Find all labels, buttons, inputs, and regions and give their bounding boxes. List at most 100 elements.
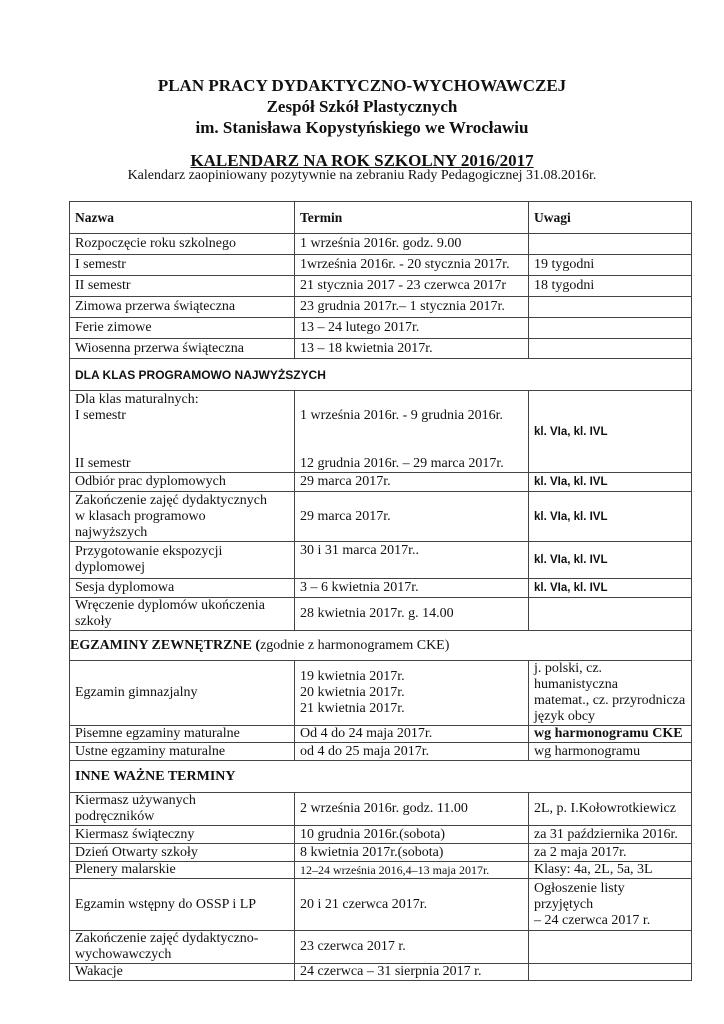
cell-term: 10 grudnia 2016r.(sobota) xyxy=(294,825,529,844)
cell-term: 29 marca 2017r. xyxy=(294,472,529,492)
section-row: EGZAMINY ZEWNĘTRZNE (zgodnie z harmonogr… xyxy=(69,630,692,661)
table-row: Kiermasz świąteczny 10 grudnia 2016r.(sob… xyxy=(69,825,692,844)
cell-notes: j. polski, cz. humanistyczna matemat., c… xyxy=(528,660,692,726)
cell-term: 1września 2016r. - 20 stycznia 2017r. xyxy=(294,254,529,276)
cell-name: Egzamin gimnazjalny xyxy=(69,660,295,726)
cell-term: 1 września 2016r. godz. 9.00 xyxy=(294,233,529,255)
column-header-name: Nazwa xyxy=(69,201,295,234)
section-heading: EGZAMINY ZEWNĘTRZNE (zgodnie z harmonogr… xyxy=(69,630,692,661)
section-heading: DLA KLAS PROGRAMOWO NAJWYŻSZYCH xyxy=(69,358,692,391)
cell-term: 3 – 6 kwietnia 2017r. xyxy=(294,578,529,598)
section-title: EGZAMINY ZEWNĘTRZNE ( xyxy=(70,637,261,653)
cell-notes: Klasy: 4a, 2L, 5a, 3L xyxy=(528,861,692,879)
table-row: Wręczenie dyplomów ukończenia szkoły 28 k… xyxy=(69,597,692,631)
calendar-subtitle: Kalendarz zaopiniowany pozytywnie na zeb… xyxy=(127,168,597,183)
cell-term: 12–24 września 2016,4–13 maja 2017r. xyxy=(294,861,529,879)
section-note: zgodnie z harmonogramem CKE) xyxy=(260,637,450,653)
cell-notes: kl. VIa, kl. IVL xyxy=(528,472,692,492)
table-row: Odbiór prac dyplomowych 29 marca 2017r. kl… xyxy=(69,472,692,492)
table-row: Wiosenna przerwa świąteczna 13 – 18 kwie… xyxy=(69,338,692,359)
table-row: Ferie zimowe 13 – 24 lutego 2017r. xyxy=(69,317,692,339)
section-heading: INNE WAŻNE TERMINY xyxy=(69,760,692,793)
table-row: Dzień Otwarty szkoły 8 kwietnia 2017r.(so… xyxy=(69,843,692,862)
cell-name: II semestr xyxy=(69,275,295,297)
cell-notes: Ogłoszenie listy przyjętych – 24 czerwca… xyxy=(528,878,692,931)
cell-name: Pisemne egzaminy maturalne xyxy=(69,725,295,743)
cell-term: Od 4 do 24 maja 2017r. xyxy=(294,725,529,743)
cell-notes xyxy=(528,317,692,339)
table-row: Plenery malarskie 12–24 września 2016,4–1… xyxy=(69,861,692,879)
cell-name: Kiermasz świąteczny xyxy=(69,825,295,844)
cell-notes: 19 tygodni xyxy=(528,254,692,276)
cell-notes: kl. VIa, kl. IVL xyxy=(528,390,692,473)
cell-name: Zakończenie zajęć dydaktyczno- wychowawc… xyxy=(69,930,295,964)
table-row: Rozpoczęcie roku szkolnego 1 września 201… xyxy=(69,233,692,255)
cell-name: Wiosenna przerwa świąteczna xyxy=(69,338,295,359)
table-row: Pisemne egzaminy maturalne Od 4 do 24 maj… xyxy=(69,725,692,743)
calendar-table: Nazwa Termin Uwagi Rozpoczęcie roku szko… xyxy=(69,201,692,981)
cell-term: 23 grudnia 2017r.– 1 stycznia 2017r. xyxy=(294,296,529,318)
cell-term: 8 kwietnia 2017r.(sobota) xyxy=(294,843,529,862)
cell-term: 28 kwietnia 2017r. g. 14.00 xyxy=(294,597,529,631)
table-row: II semestr 21 stycznia 2017 - 23 czerwca … xyxy=(69,275,692,297)
cell-notes: 2L, p. I.Kołowrotkiewicz xyxy=(528,792,692,826)
cell-term: 23 czerwca 2017 r. xyxy=(294,930,529,964)
cell-name: Plenery malarskie xyxy=(69,861,295,879)
table-row: Wakacje 24 czerwca – 31 sierpnia 2017 r. xyxy=(69,963,692,981)
table-row: Zakończenie zajęć dydaktycznych w klasac… xyxy=(69,491,692,542)
cell-notes xyxy=(528,963,692,981)
cell-notes: kl. VIa, kl. IVL xyxy=(528,491,692,542)
calendar-title: KALENDARZ NA ROK SZKOLNY 2016/2017 xyxy=(190,151,534,170)
cell-term: 20 i 21 czerwca 2017r. xyxy=(294,878,529,931)
cell-term: 24 czerwca – 31 sierpnia 2017 r. xyxy=(294,963,529,981)
cell-name: Wakacje xyxy=(69,963,295,981)
cell-name: Zakończenie zajęć dydaktycznych w klasac… xyxy=(69,491,295,542)
cell-name: Sesja dyplomowa xyxy=(69,578,295,598)
cell-name: I semestr xyxy=(69,254,295,276)
cell-notes: wg harmonogramu xyxy=(528,742,692,761)
cell-notes xyxy=(528,296,692,318)
document-title: PLAN PRACY DYDAKTYCZNO-WYCHOWAWCZEJ xyxy=(157,76,567,95)
cell-term: 19 kwietnia 2017r. 20 kwietnia 2017r. 21… xyxy=(294,660,529,726)
column-header-term: Termin xyxy=(294,201,529,234)
cell-term: od 4 do 25 maja 2017r. xyxy=(294,742,529,761)
table-row: I semestr 1września 2016r. - 20 stycznia … xyxy=(69,254,692,276)
cell-notes xyxy=(528,930,692,964)
cell-name: Rozpoczęcie roku szkolnego xyxy=(69,233,295,255)
cell-term: 13 – 24 lutego 2017r. xyxy=(294,317,529,339)
cell-notes: kl. VIa, kl. IVL xyxy=(528,578,692,598)
section-row: INNE WAŻNE TERMINY xyxy=(69,760,692,793)
table-row: Zakończenie zajęć dydaktyczno- wychowawc… xyxy=(69,930,692,964)
cell-term: 29 marca 2017r. xyxy=(294,491,529,542)
section-row: DLA KLAS PROGRAMOWO NAJWYŻSZYCH xyxy=(69,358,692,391)
section-title: INNE WAŻNE TERMINY xyxy=(75,768,236,784)
cell-term: 2 września 2016r. godz. 11.00 xyxy=(294,792,529,826)
table-row: Ustne egzaminy maturalne od 4 do 25 maja … xyxy=(69,742,692,761)
school-patron: im. Stanisława Kopystyńskiego we Wrocław… xyxy=(195,118,529,137)
cell-notes: wg harmonogramu CKE xyxy=(528,725,692,743)
cell-name: Odbiór prac dyplomowych xyxy=(69,472,295,492)
table-row: Przygotowanie ekspozycji dyplomowej 30 i … xyxy=(69,541,692,579)
cell-name: Ustne egzaminy maturalne xyxy=(69,742,295,761)
column-header-notes: Uwagi xyxy=(528,201,692,234)
section-title: DLA KLAS PROGRAMOWO NAJWYŻSZYCH xyxy=(75,367,326,382)
table-row: Zimowa przerwa świąteczna 23 grudnia 2017… xyxy=(69,296,692,318)
cell-name: Dla klas maturalnych: I semestr II semes… xyxy=(69,390,295,473)
table-header-row: Nazwa Termin Uwagi xyxy=(69,201,692,234)
table-row: Dla klas maturalnych: I semestr II semes… xyxy=(69,390,692,473)
cell-notes xyxy=(528,597,692,631)
cell-name: Kiermasz używanych podręczników xyxy=(69,792,295,826)
cell-notes xyxy=(528,233,692,255)
cell-term: 30 i 31 marca 2017r.. xyxy=(294,541,529,579)
cell-notes: za 31 października 2016r. xyxy=(528,825,692,844)
cell-name: Dzień Otwarty szkoły xyxy=(69,843,295,862)
cell-notes xyxy=(528,338,692,359)
school-name: Zespół Szkół Plastycznych xyxy=(266,97,458,116)
cell-term: 13 – 18 kwietnia 2017r. xyxy=(294,338,529,359)
cell-notes: kl. VIa, kl. IVL xyxy=(528,541,692,579)
cell-notes: za 2 maja 2017r. xyxy=(528,843,692,862)
table-row: Egzamin wstępny do OSSP i LP 20 i 21 czer… xyxy=(69,878,692,931)
cell-name: Zimowa przerwa świąteczna xyxy=(69,296,295,318)
cell-name: Ferie zimowe xyxy=(69,317,295,339)
cell-term: 21 stycznia 2017 - 23 czerwca 2017r xyxy=(294,275,529,297)
